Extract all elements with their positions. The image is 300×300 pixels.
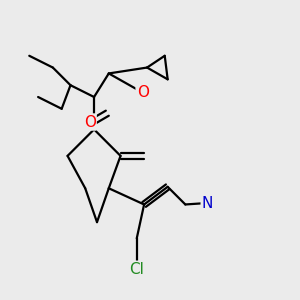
- Text: O: O: [136, 85, 148, 100]
- Text: N: N: [202, 196, 213, 211]
- Text: Cl: Cl: [129, 262, 144, 277]
- Text: O: O: [84, 115, 96, 130]
